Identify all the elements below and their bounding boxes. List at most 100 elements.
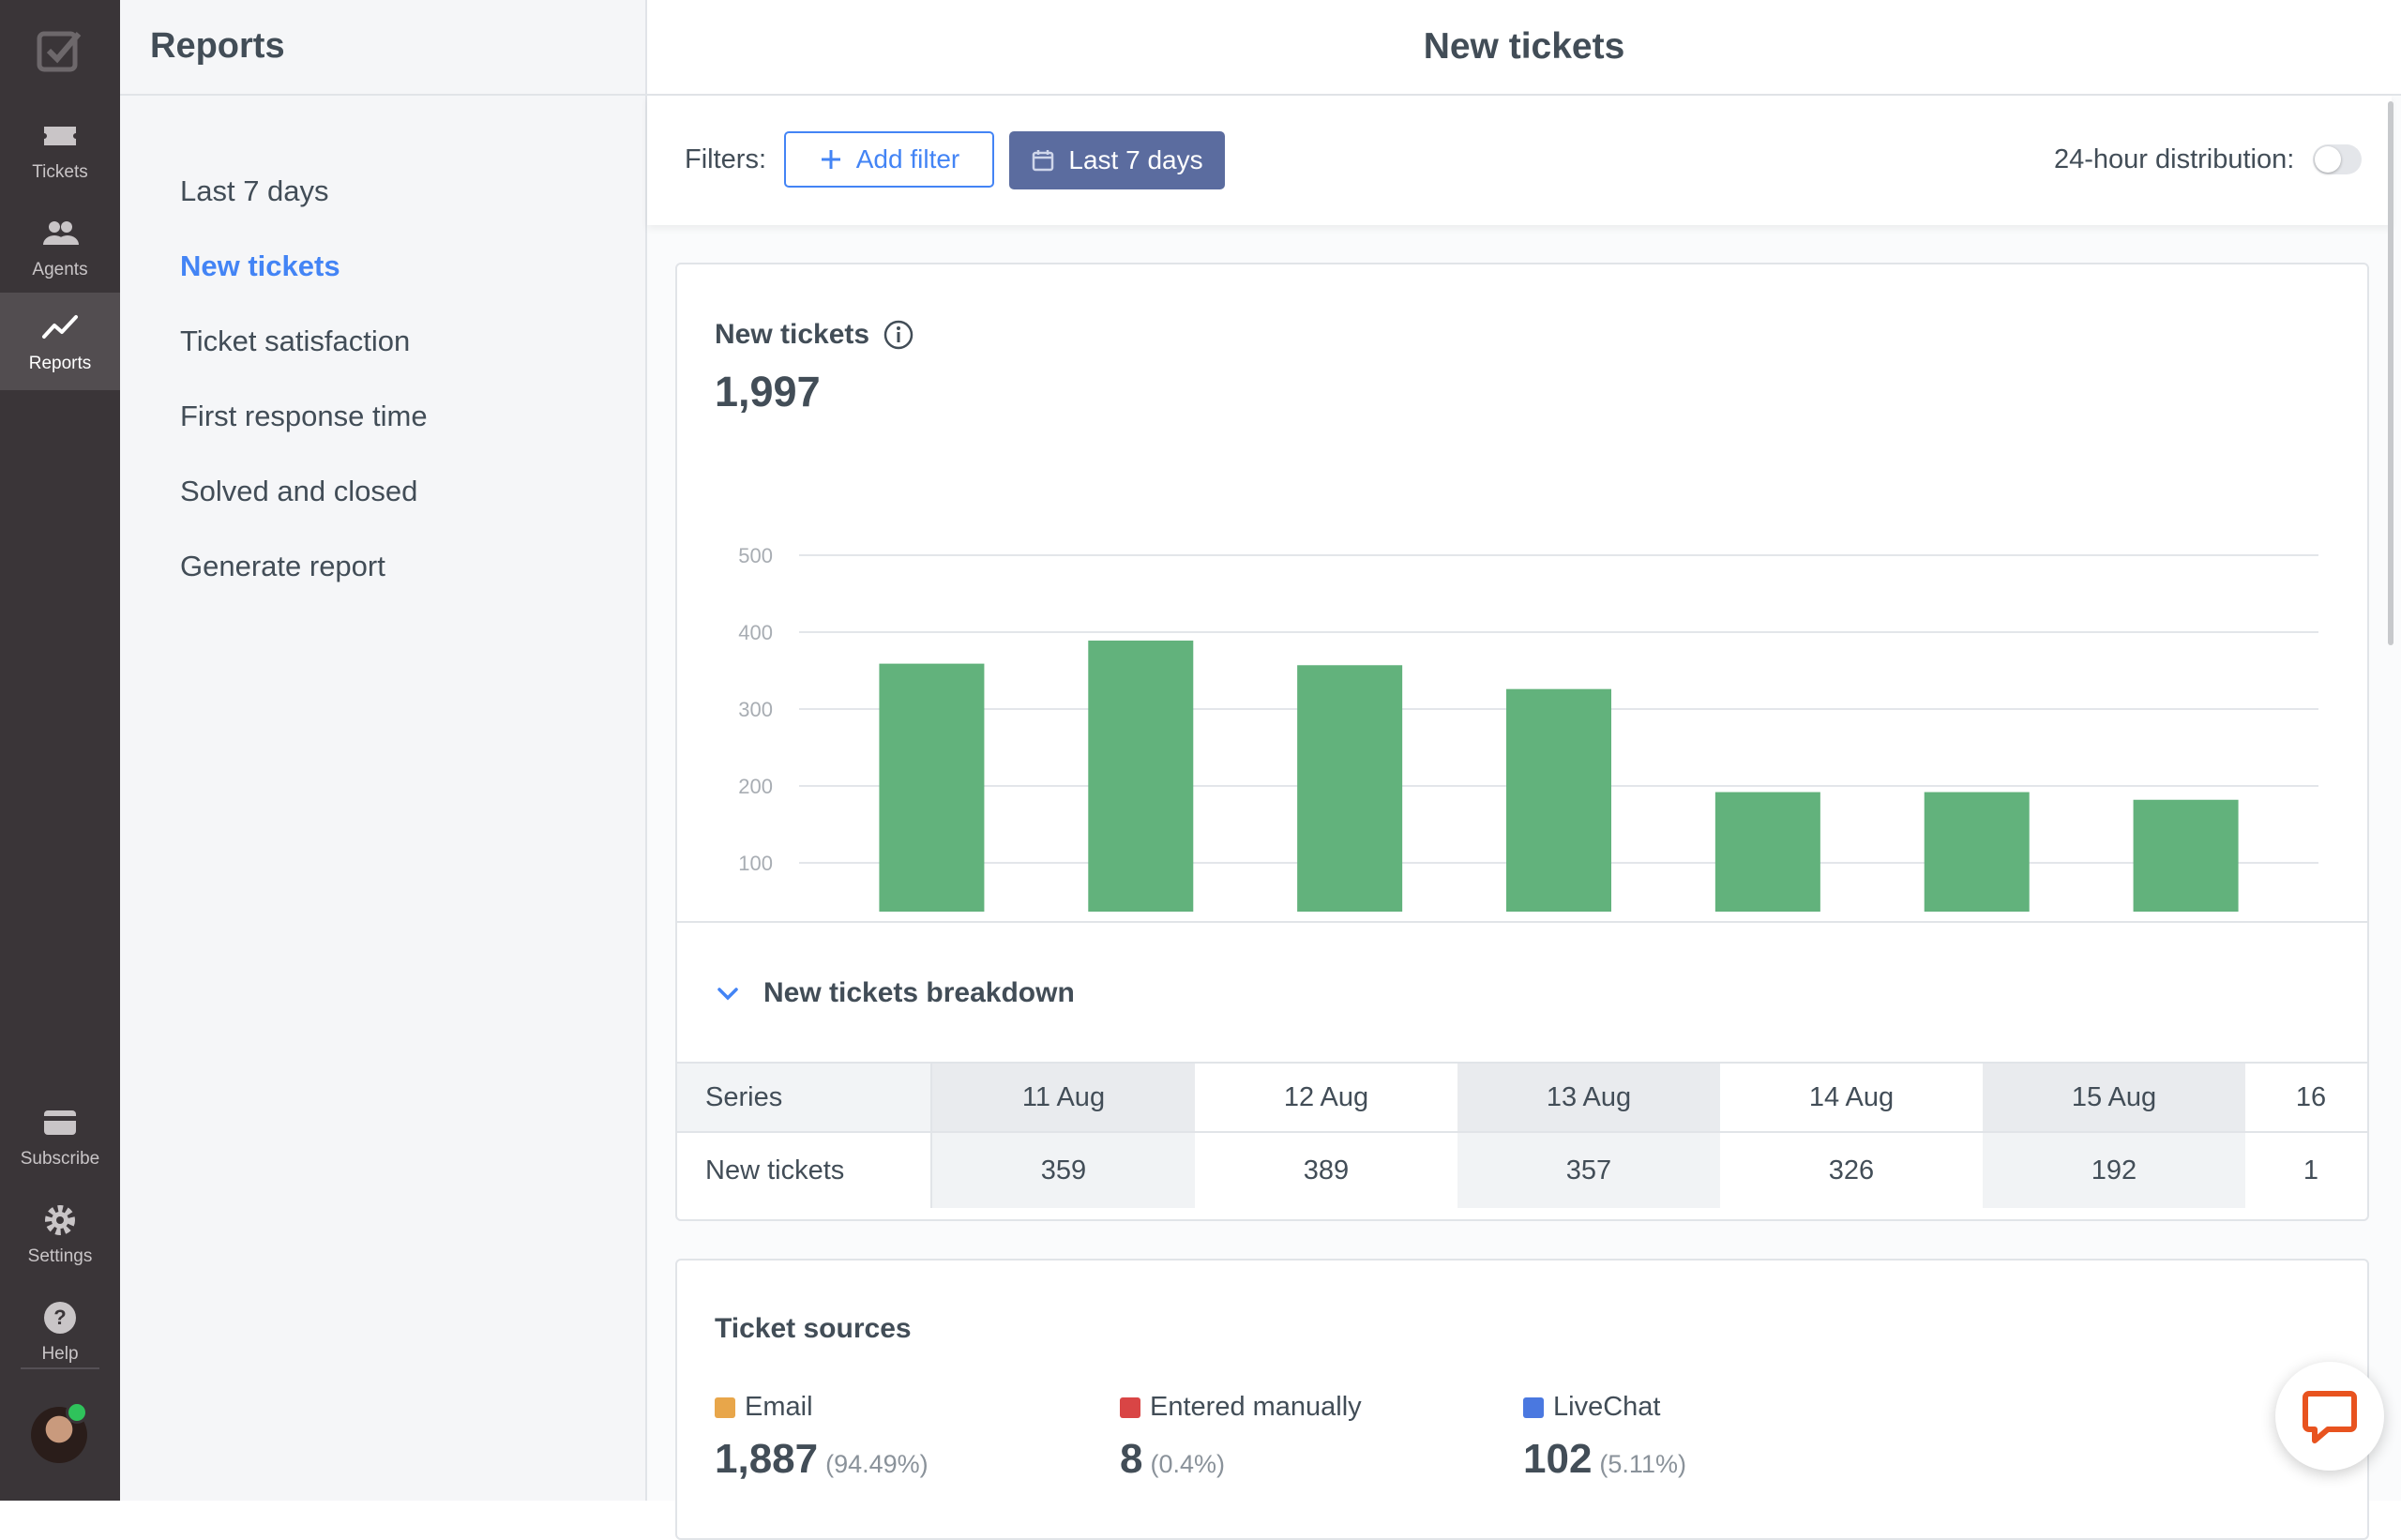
ticket-sources-title: Ticket sources [715,1313,912,1344]
breakdown-header: New tickets breakdown [677,921,2367,1062]
agents-icon [43,221,79,245]
breakdown-title[interactable]: New tickets breakdown [763,977,1075,1008]
chart-title: New tickets [715,319,914,351]
rail-item-label: Agents [32,260,88,279]
nav-item-generate-report[interactable]: Generate report [180,550,385,582]
app-logo-icon[interactable] [36,26,84,75]
source-percent: (0.4%) [1150,1450,1226,1478]
rail-item-agents[interactable]: Agents [0,199,120,296]
table-cell: 389 [1303,1155,1350,1185]
chart-bar[interactable] [1924,792,2030,912]
breakdown-table: Series 11 Aug 12 Aug 13 Aug 14 Aug 15 Au… [677,1062,2367,1208]
chart-bar[interactable] [879,663,985,912]
filters-label: Filters: [685,144,766,174]
rail-item-label: Settings [27,1246,93,1266]
legend-swatch [715,1397,735,1418]
table-cell: 357 [1457,1133,1720,1208]
table-cell: 326 [1828,1155,1875,1185]
rail-item-label: Help [41,1344,79,1364]
date-range-label: Last 7 days [1068,145,1203,174]
main-content: New tickets Filters: Add filter Last 7 d… [647,0,2401,1540]
table-header-series: Series [677,1064,932,1131]
chart-title-text: New tickets [715,319,870,350]
table-header-row: Series 11 Aug 12 Aug 13 Aug 14 Aug 15 Au… [677,1064,2367,1133]
chart-bar[interactable] [1506,688,1611,912]
nav-item-last-7-days[interactable]: Last 7 days [180,174,329,207]
legend-swatch [1523,1397,1544,1418]
source-value: 8 [1120,1436,1143,1482]
chat-bubble-icon [2303,1391,2357,1443]
y-tick-label: 100 [738,852,773,875]
help-icon: ? [44,1302,76,1334]
distribution-label: 24-hour distribution: [2054,144,2295,174]
rail-item-settings[interactable]: Settings [0,1185,120,1283]
gear-icon [45,1205,75,1235]
filter-bar: Filters: Add filter Last 7 days 24-hour … [647,96,2392,225]
chart-bar[interactable] [2133,799,2239,912]
rail-item-subscribe[interactable]: Subscribe [0,1088,120,1185]
table-cell: 359 [932,1133,1195,1208]
table-row-label: New tickets [677,1133,932,1208]
distribution-toggle[interactable] [2313,144,2362,174]
rail-item-label: Subscribe [20,1149,100,1169]
new-tickets-card: New tickets 1,997 010020030040050011 Aug… [675,263,2369,1221]
source-name: Email [745,1392,813,1422]
card-icon [44,1110,76,1135]
plus-icon [821,150,840,169]
nav-item-solved-and-closed[interactable]: Solved and closed [180,475,418,507]
nav-item-first-response-time[interactable]: First response time [180,400,428,432]
legend-swatch [1120,1397,1140,1418]
table-cell: 192 [1983,1133,2245,1208]
total-count: 1,997 [715,368,821,415]
source-value: 102 [1523,1436,1593,1482]
date-range-button[interactable]: Last 7 days [1009,131,1225,189]
table-header-cell: 13 Aug [1457,1064,1720,1131]
source-name: Entered manually [1150,1392,1362,1422]
chart-bar[interactable] [1714,792,1820,912]
chart-bar[interactable] [1088,641,1194,912]
ticket-icon [44,127,76,145]
add-filter-label: Add filter [855,144,960,174]
y-tick-label: 400 [738,621,773,644]
y-tick-label: 300 [738,698,773,721]
ticket-sources-card: Ticket sources Email 1,887 (94.49%) Enter… [675,1259,2369,1540]
rail-item-tickets[interactable]: Tickets [0,101,120,199]
rail-item-help[interactable]: ? Help [0,1283,120,1381]
reports-nav: Reports Last 7 days New tickets Ticket s… [120,0,647,1501]
source-livechat: LiveChat 102 (5.11%) [1523,1392,1686,1483]
table-row: New tickets 359 389 357 326 192 1 [677,1133,2367,1208]
y-tick-label: 200 [738,775,773,798]
reports-nav-title: Reports [120,0,645,96]
rail-item-label: Reports [28,354,92,373]
chart-bar[interactable] [1297,665,1403,912]
nav-item-ticket-satisfaction[interactable]: Ticket satisfaction [180,325,411,357]
table-header-cell: 11 Aug [932,1064,1195,1131]
table-header-cell: 15 Aug [1983,1064,2245,1131]
reports-icon [42,315,78,339]
rail-item-reports[interactable]: Reports [0,293,120,390]
info-icon[interactable] [883,319,914,351]
app-sidebar: Tickets Agents Reports Subscribe Setting… [0,0,120,1501]
table-header-cell: 16 [2295,1081,2327,1112]
chat-widget-button[interactable] [2275,1362,2384,1471]
source-name: LiveChat [1553,1392,1661,1422]
source-email: Email 1,887 (94.49%) [715,1392,929,1483]
table-header-cell: 14 Aug [1808,1081,1895,1112]
y-tick-label: 500 [738,544,773,567]
source-entered-manually: Entered manually 8 (0.4%) [1120,1392,1362,1483]
source-value: 1,887 [715,1436,819,1482]
online-status-indicator [66,1401,88,1424]
source-percent: (94.49%) [825,1450,929,1478]
nav-item-new-tickets[interactable]: New tickets [180,249,340,282]
add-filter-button[interactable]: Add filter [784,131,994,188]
reports-nav-list: Last 7 days New tickets Ticket satisfact… [180,165,428,615]
chevron-down-icon[interactable] [715,981,741,1007]
rail-divider [21,1367,99,1369]
table-cell: 1 [2303,1155,2319,1185]
calendar-icon [1033,150,1054,172]
rail-item-label: Tickets [32,162,88,182]
table-header-cell: 12 Aug [1283,1081,1369,1112]
source-percent: (5.11%) [1599,1450,1686,1478]
scrollbar[interactable] [2388,101,2393,645]
